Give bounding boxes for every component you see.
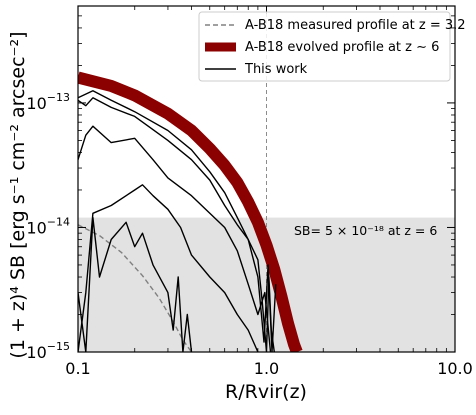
- y-tick-exponent: −15: [47, 340, 70, 353]
- legend: A-B18 measured profile at z = 3.2 A-B18 …: [198, 11, 466, 82]
- shaded-region-annotation: SB= 5 × 10⁻¹⁸ at z = 6: [294, 223, 437, 238]
- x-tick-label: 1.0: [254, 359, 279, 378]
- series-line-1: [78, 71, 303, 352]
- series-line-4: [78, 125, 272, 352]
- series-line-2: [78, 90, 275, 352]
- y-tick-label: 10−14: [26, 215, 70, 237]
- x-tick-label: 10.0: [437, 359, 473, 378]
- legend-label-measured: A-B18 measured profile at z = 3.2: [245, 18, 466, 33]
- legend-label-evolved: A-B18 evolved profile at z ∼ 6: [245, 40, 439, 55]
- x-tick-label: 0.1: [65, 359, 90, 378]
- legend-box: [198, 11, 451, 82]
- y-tick-label: 10−13: [26, 91, 70, 113]
- y-tick-base: 10: [26, 94, 46, 113]
- x-axis-label: R/Rvir(z): [225, 381, 307, 403]
- series-line-6: [78, 216, 193, 352]
- plot-frame: [77, 5, 456, 353]
- y-tick-exponent: −13: [47, 91, 70, 104]
- y-axis-label: (1 + z)⁴ SB [erg s⁻¹ cm⁻² arcsec⁻²]: [7, 31, 29, 358]
- series-line-5: [78, 184, 259, 352]
- y-tick-base: 10: [26, 218, 46, 237]
- y-tick-base: 10: [26, 343, 46, 362]
- y-tick-exponent: −14: [47, 215, 70, 228]
- y-tick-label: 10−15: [26, 340, 70, 362]
- legend-label-this-work: This work: [244, 62, 308, 77]
